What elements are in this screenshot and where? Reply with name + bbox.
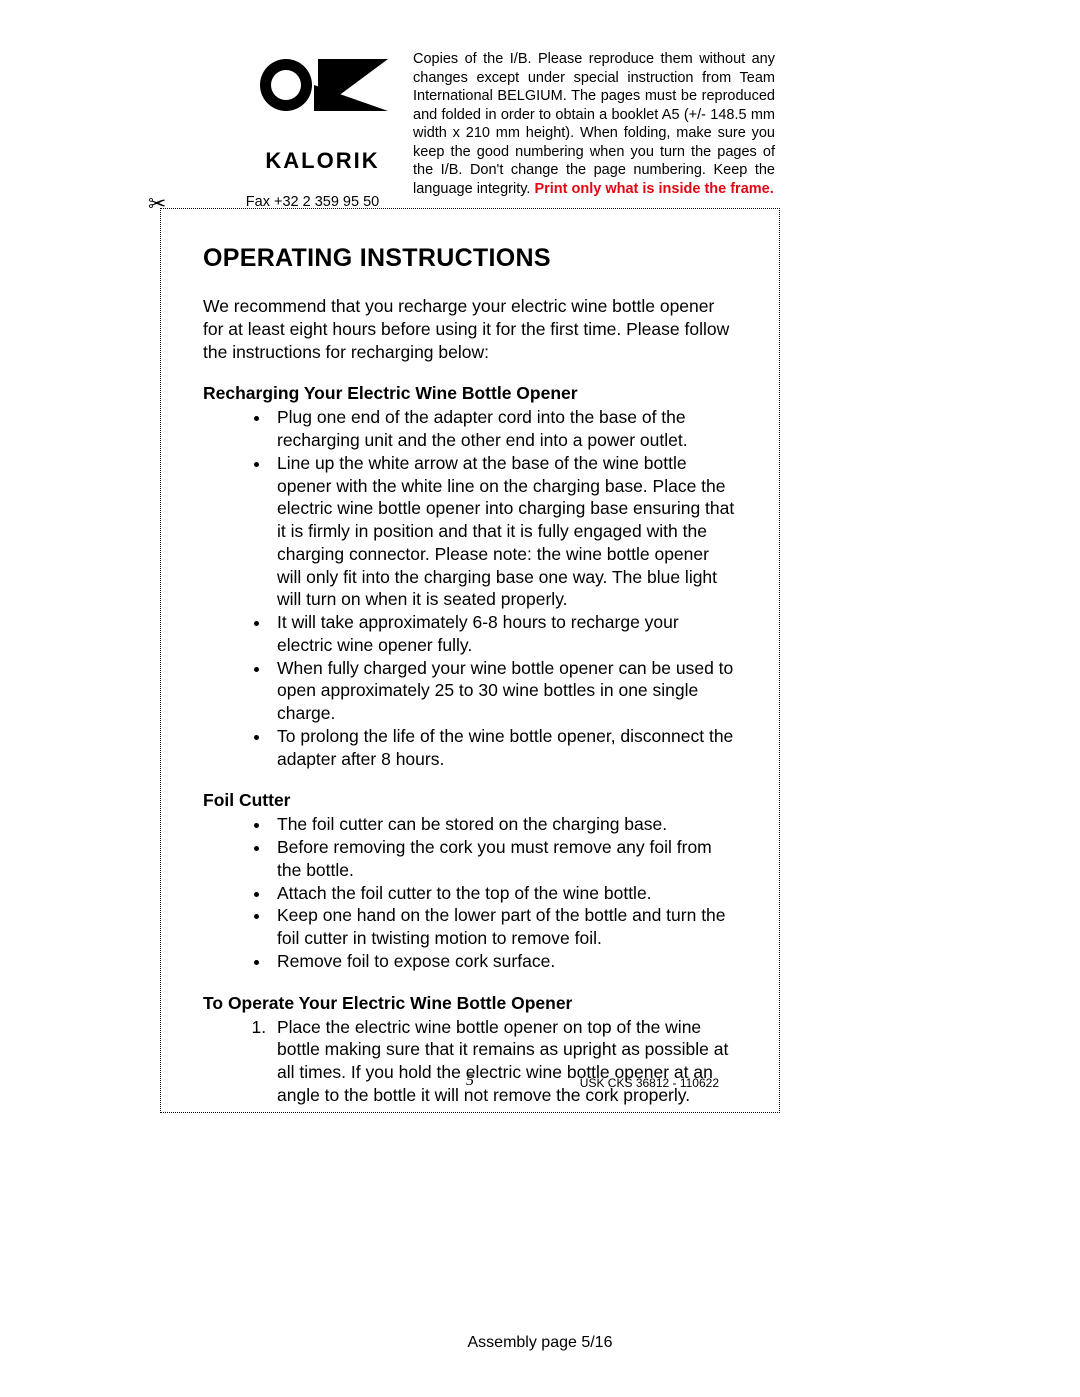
list-item: Plug one end of the adapter cord into th… (271, 406, 737, 452)
list-item: It will take approximately 6-8 hours to … (271, 611, 737, 657)
page-title: OPERATING INSTRUCTIONS (203, 244, 737, 273)
list-item: When fully charged your wine bottle open… (271, 657, 737, 725)
list-item: Before removing the cork you must remove… (271, 836, 737, 882)
section-foilcutter-list: The foil cutter can be stored on the cha… (203, 813, 737, 972)
list-item: The foil cutter can be stored on the cha… (271, 813, 737, 836)
reproduction-notice: Copies of the I/B. Please reproduce them… (413, 50, 775, 210)
list-item: Remove foil to expose cork surface. (271, 950, 737, 973)
page-root: KALORIK Fax +32 2 359 95 50 Copies of th… (0, 0, 1080, 1397)
section-recharging-list: Plug one end of the adapter cord into th… (203, 406, 737, 770)
assembly-footer: Assembly page 5/16 (0, 1334, 1080, 1352)
list-item: Attach the foil cutter to the top of the… (271, 882, 737, 905)
document-code: USK CKS 36812 - 110622 (580, 1076, 719, 1090)
logo-block: KALORIK Fax +32 2 359 95 50 (250, 50, 395, 210)
section-operate-head: To Operate Your Electric Wine Bottle Ope… (203, 993, 737, 1014)
list-item: Line up the white arrow at the base of t… (271, 452, 737, 611)
intro-paragraph: We recommend that you recharge your elec… (203, 295, 737, 363)
notice-text: Copies of the I/B. Please reproduce them… (413, 51, 775, 197)
list-item: Place the electric wine bottle opener on… (271, 1016, 737, 1107)
list-item: To prolong the life of the wine bottle o… (271, 725, 737, 771)
list-item: Keep one hand on the lower part of the b… (271, 904, 737, 950)
kalorik-logo-icon (258, 50, 388, 150)
section-operate-list: Place the electric wine bottle opener on… (203, 1016, 737, 1107)
notice-red-text: Print only what is inside the frame. (534, 181, 773, 197)
section-foilcutter-head: Foil Cutter (203, 790, 737, 811)
content-frame: OPERATING INSTRUCTIONS We recommend that… (160, 208, 780, 1113)
brand-name: KALORIK (250, 148, 395, 174)
header: KALORIK Fax +32 2 359 95 50 Copies of th… (250, 50, 775, 210)
section-recharging-head: Recharging Your Electric Wine Bottle Ope… (203, 383, 737, 404)
